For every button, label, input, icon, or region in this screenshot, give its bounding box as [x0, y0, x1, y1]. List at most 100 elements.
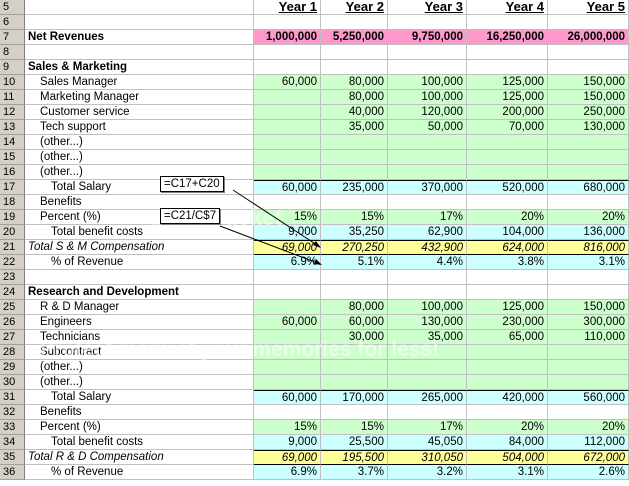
- row-header[interactable]: 13: [0, 120, 25, 135]
- value-cell[interactable]: 70,000: [467, 120, 548, 135]
- value-cell[interactable]: 60,000: [254, 75, 321, 90]
- value-cell[interactable]: [254, 15, 321, 30]
- label-cell[interactable]: Total Salary: [25, 180, 254, 195]
- value-cell[interactable]: 100,000: [388, 75, 467, 90]
- year-header[interactable]: Year 3: [388, 0, 467, 15]
- value-cell[interactable]: 15%: [254, 210, 321, 225]
- value-cell[interactable]: [254, 135, 321, 150]
- value-cell[interactable]: [321, 345, 388, 360]
- row-header[interactable]: 8: [0, 45, 25, 60]
- value-cell[interactable]: [321, 45, 388, 60]
- label-cell[interactable]: Total Salary: [25, 390, 254, 405]
- value-cell[interactable]: 5,250,000: [321, 30, 388, 45]
- value-cell[interactable]: 120,000: [388, 105, 467, 120]
- label-cell[interactable]: [25, 15, 254, 30]
- value-cell[interactable]: 235,000: [321, 180, 388, 195]
- value-cell[interactable]: 195,500: [321, 450, 388, 465]
- value-cell[interactable]: 560,000: [548, 390, 629, 405]
- value-cell[interactable]: 20%: [467, 210, 548, 225]
- value-cell[interactable]: 100,000: [388, 300, 467, 315]
- label-cell[interactable]: Percent (%): [25, 420, 254, 435]
- row-header[interactable]: 22: [0, 255, 25, 270]
- value-cell[interactable]: [321, 270, 388, 285]
- row-header[interactable]: 11: [0, 90, 25, 105]
- label-cell[interactable]: (other...): [25, 360, 254, 375]
- value-cell[interactable]: 3.1%: [548, 255, 629, 270]
- value-cell[interactable]: [321, 195, 388, 210]
- value-cell[interactable]: 230,000: [467, 315, 548, 330]
- value-cell[interactable]: [388, 285, 467, 300]
- row-header[interactable]: 27: [0, 330, 25, 345]
- value-cell[interactable]: 125,000: [467, 75, 548, 90]
- value-cell[interactable]: 35,000: [321, 120, 388, 135]
- value-cell[interactable]: [388, 360, 467, 375]
- value-cell[interactable]: [388, 15, 467, 30]
- row-header[interactable]: 15: [0, 150, 25, 165]
- value-cell[interactable]: [548, 405, 629, 420]
- value-cell[interactable]: 110,000: [548, 330, 629, 345]
- value-cell[interactable]: [467, 195, 548, 210]
- label-cell[interactable]: [25, 45, 254, 60]
- value-cell[interactable]: 624,000: [467, 240, 548, 255]
- value-cell[interactable]: [548, 195, 629, 210]
- value-cell[interactable]: 520,000: [467, 180, 548, 195]
- value-cell[interactable]: 17%: [388, 420, 467, 435]
- value-cell[interactable]: 60,000: [254, 390, 321, 405]
- value-cell[interactable]: [467, 375, 548, 390]
- value-cell[interactable]: [467, 345, 548, 360]
- value-cell[interactable]: [548, 375, 629, 390]
- value-cell[interactable]: [467, 405, 548, 420]
- label-cell[interactable]: Subcontract: [25, 345, 254, 360]
- value-cell[interactable]: 672,000: [548, 450, 629, 465]
- value-cell[interactable]: [388, 375, 467, 390]
- row-header[interactable]: 32: [0, 405, 25, 420]
- value-cell[interactable]: 136,000: [548, 225, 629, 240]
- value-cell[interactable]: 6.9%: [254, 255, 321, 270]
- value-cell[interactable]: [467, 45, 548, 60]
- value-cell[interactable]: 9,750,000: [388, 30, 467, 45]
- value-cell[interactable]: 62,900: [388, 225, 467, 240]
- row-header[interactable]: 21: [0, 240, 25, 255]
- value-cell[interactable]: 150,000: [548, 75, 629, 90]
- value-cell[interactable]: [467, 15, 548, 30]
- value-cell[interactable]: [254, 375, 321, 390]
- row-header[interactable]: 24: [0, 285, 25, 300]
- value-cell[interactable]: 310,050: [388, 450, 467, 465]
- value-cell[interactable]: 816,000: [548, 240, 629, 255]
- label-cell[interactable]: Marketing Manager: [25, 90, 254, 105]
- label-cell[interactable]: (other...): [25, 375, 254, 390]
- value-cell[interactable]: [254, 300, 321, 315]
- value-cell[interactable]: 80,000: [321, 300, 388, 315]
- row-header[interactable]: 19: [0, 210, 25, 225]
- row-header[interactable]: 6: [0, 15, 25, 30]
- value-cell[interactable]: [548, 15, 629, 30]
- value-cell[interactable]: 60,000: [254, 315, 321, 330]
- value-cell[interactable]: 150,000: [548, 300, 629, 315]
- year-header[interactable]: Year 5: [548, 0, 629, 15]
- row-header[interactable]: 25: [0, 300, 25, 315]
- value-cell[interactable]: 504,000: [467, 450, 548, 465]
- value-cell[interactable]: [548, 345, 629, 360]
- value-cell[interactable]: 35,000: [388, 330, 467, 345]
- value-cell[interactable]: 130,000: [548, 120, 629, 135]
- value-cell[interactable]: [548, 165, 629, 180]
- value-cell[interactable]: 20%: [548, 210, 629, 225]
- value-cell[interactable]: 100,000: [388, 90, 467, 105]
- value-cell[interactable]: [254, 405, 321, 420]
- value-cell[interactable]: 80,000: [321, 75, 388, 90]
- value-cell[interactable]: [321, 165, 388, 180]
- label-cell[interactable]: Net Revenues: [25, 30, 254, 45]
- value-cell[interactable]: [467, 360, 548, 375]
- value-cell[interactable]: 26,000,000: [548, 30, 629, 45]
- value-cell[interactable]: [254, 195, 321, 210]
- value-cell[interactable]: [321, 15, 388, 30]
- value-cell[interactable]: [548, 150, 629, 165]
- label-cell[interactable]: R & D Manager: [25, 300, 254, 315]
- value-cell[interactable]: [388, 345, 467, 360]
- label-cell[interactable]: Total R & D Compensation: [25, 450, 254, 465]
- value-cell[interactable]: [388, 165, 467, 180]
- label-cell[interactable]: [25, 270, 254, 285]
- value-cell[interactable]: 30,000: [321, 330, 388, 345]
- value-cell[interactable]: 370,000: [388, 180, 467, 195]
- value-cell[interactable]: [321, 375, 388, 390]
